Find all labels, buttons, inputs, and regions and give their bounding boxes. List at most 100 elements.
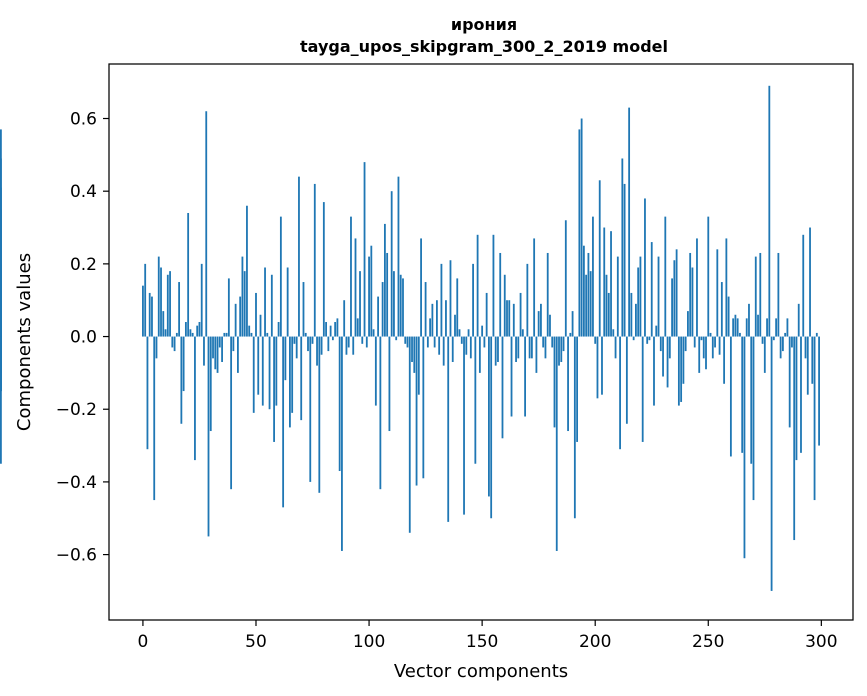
bar xyxy=(761,336,764,344)
bar xyxy=(223,332,226,337)
bar xyxy=(594,336,597,344)
bar xyxy=(230,336,233,490)
bar xyxy=(411,336,413,362)
bar xyxy=(476,234,479,337)
x-tick-label: 150 xyxy=(466,632,498,652)
bar xyxy=(474,336,477,464)
bar xyxy=(707,216,710,337)
bar xyxy=(639,256,642,337)
bar xyxy=(741,336,744,453)
bar xyxy=(772,336,775,341)
bar xyxy=(388,336,391,432)
bar xyxy=(191,332,194,337)
bar xyxy=(284,336,287,381)
bar xyxy=(451,336,454,362)
bar xyxy=(727,296,730,337)
bar xyxy=(671,278,673,337)
bar xyxy=(666,336,669,388)
bar xyxy=(160,267,162,337)
bar xyxy=(0,336,2,464)
bar xyxy=(270,274,273,337)
bar xyxy=(549,314,551,337)
bar xyxy=(329,325,332,337)
bar xyxy=(298,176,300,337)
bar xyxy=(350,216,352,337)
bar xyxy=(587,252,590,337)
bar xyxy=(359,271,361,337)
bar xyxy=(614,336,617,359)
bar xyxy=(729,336,732,457)
bar xyxy=(585,274,588,337)
bar xyxy=(763,336,766,373)
bar xyxy=(259,314,262,337)
bar xyxy=(732,318,735,337)
bar xyxy=(406,336,409,348)
bar xyxy=(542,336,545,348)
bar xyxy=(564,220,567,337)
bar xyxy=(282,336,285,508)
bar xyxy=(644,198,646,337)
bar xyxy=(356,318,359,337)
bar xyxy=(343,300,346,337)
bar xyxy=(784,332,787,337)
bar xyxy=(295,336,298,359)
bar xyxy=(576,336,579,442)
bar xyxy=(264,267,266,337)
y-tick-label: −0.6 xyxy=(56,546,97,566)
bar xyxy=(374,336,377,406)
y-tick-label: −0.4 xyxy=(56,473,97,493)
bar xyxy=(526,263,529,337)
bar xyxy=(153,336,156,501)
bar xyxy=(571,311,574,337)
bar xyxy=(218,336,221,348)
bar xyxy=(512,303,515,337)
bar xyxy=(166,274,169,337)
bar xyxy=(739,332,741,337)
bar xyxy=(261,336,264,406)
bar xyxy=(655,325,658,337)
bar xyxy=(562,336,565,352)
bar xyxy=(497,336,499,362)
x-tick-label: 0 xyxy=(138,632,149,652)
bar xyxy=(657,256,660,337)
bar xyxy=(558,336,560,366)
bar xyxy=(680,336,683,402)
bar xyxy=(151,296,153,337)
bar xyxy=(361,336,364,344)
bar xyxy=(677,336,680,406)
bar xyxy=(438,336,441,355)
bar xyxy=(429,318,432,337)
bar xyxy=(779,336,782,359)
y-tick-label: 0.4 xyxy=(70,182,97,202)
bar xyxy=(146,336,149,450)
bar xyxy=(494,336,497,366)
bar xyxy=(530,336,533,359)
bar xyxy=(483,336,486,348)
bar xyxy=(234,303,237,337)
bar xyxy=(408,336,411,533)
bar xyxy=(488,336,490,497)
bar xyxy=(309,336,312,482)
bar xyxy=(567,336,569,432)
bar xyxy=(537,311,540,337)
bar xyxy=(243,271,246,337)
bar xyxy=(501,336,504,439)
bar xyxy=(205,111,208,337)
bar xyxy=(431,303,434,337)
bar xyxy=(472,263,474,337)
y-tick-label: −0.2 xyxy=(56,400,97,420)
bar xyxy=(668,336,671,359)
bar xyxy=(354,238,357,337)
bar xyxy=(144,263,147,337)
bars-group xyxy=(0,85,820,591)
bar xyxy=(687,311,689,337)
bar xyxy=(279,216,282,337)
bar xyxy=(621,158,624,337)
bar xyxy=(379,336,382,490)
bar xyxy=(754,256,757,337)
bar xyxy=(709,332,712,337)
bar xyxy=(255,292,257,337)
y-tick-label: 0.2 xyxy=(70,255,97,275)
bar xyxy=(612,329,615,337)
bar xyxy=(723,336,726,384)
